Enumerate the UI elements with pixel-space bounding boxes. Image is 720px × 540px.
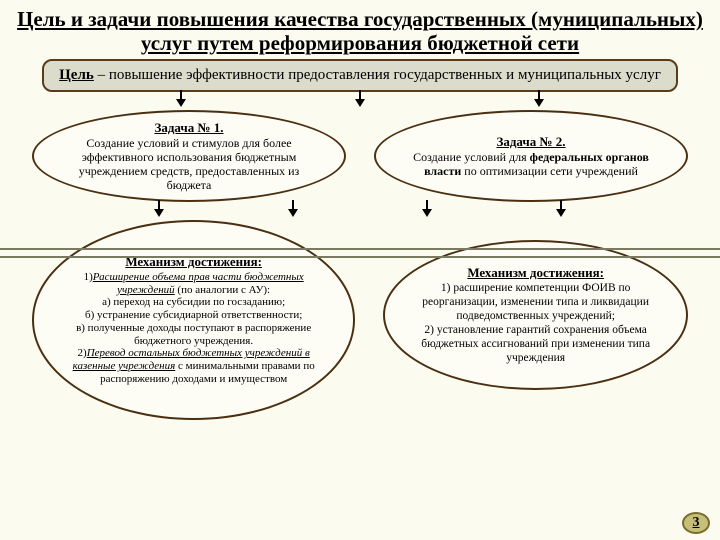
slide: Цель и задачи повышения качества государ… [0,0,720,540]
mech-2-body: 1) расширение компетенции ФОИВ по реорга… [411,281,660,365]
task-2-body: Создание условий для федеральных органов… [408,150,654,178]
m1-l2-pre: 2) [78,347,87,359]
m1-b: б) устранение субсидиарной ответственнос… [85,309,302,321]
task-2-post: по оптимизации сети учреждений [461,164,638,178]
task-1-head: Задача № 1. [66,120,312,135]
mech-1-body: 1)Расширение объема прав части бюджетных… [58,271,329,386]
arrows-tasks-to-mech [32,204,688,220]
goal-box: Цель – повышение эффективности предостав… [42,59,678,92]
tasks-row: Задача № 1. Создание условий и стимулов … [32,110,688,202]
page-number: 3 [693,515,700,531]
task-2: Задача № 2. Создание условий для федерал… [374,110,688,202]
mechanisms-row: Механизм достижения: 1)Расширение объема… [32,220,688,420]
arrows-goal-to-tasks [32,94,688,110]
slide-title: Цель и задачи повышения качества государ… [16,8,704,55]
goal-text: – повышение эффективности предоставления… [94,67,661,83]
task-1-body: Создание условий и стимулов для более эф… [66,136,312,193]
m1-l1-post: (по аналогии с АУ): [175,284,270,296]
m1-l1-pre: 1) [84,271,93,283]
mechanism-2: Механизм достижения: 1) расширение компе… [383,240,688,390]
page-number-badge: 3 [682,512,710,534]
mechanism-1: Механизм достижения: 1)Расширение объема… [32,220,355,420]
m1-a: а) переход на субсидии по госзаданию; [102,296,285,308]
task-1: Задача № 1. Создание условий и стимулов … [32,110,346,202]
mech-2-head: Механизм достижения: [411,265,660,280]
m1-c: в) полученные доходы поступают в распоря… [76,322,311,347]
task-2-pre: Создание условий для [413,150,530,164]
m2-l1: 1) расширение компетенции ФОИВ по реорга… [422,282,649,322]
decorative-rule-1 [0,248,720,250]
m2-l2: 2) установление гарантий сохранения объе… [421,324,650,364]
task-2-head: Задача № 2. [408,134,654,149]
decorative-rule-2 [0,256,720,258]
goal-label: Цель [59,67,94,83]
